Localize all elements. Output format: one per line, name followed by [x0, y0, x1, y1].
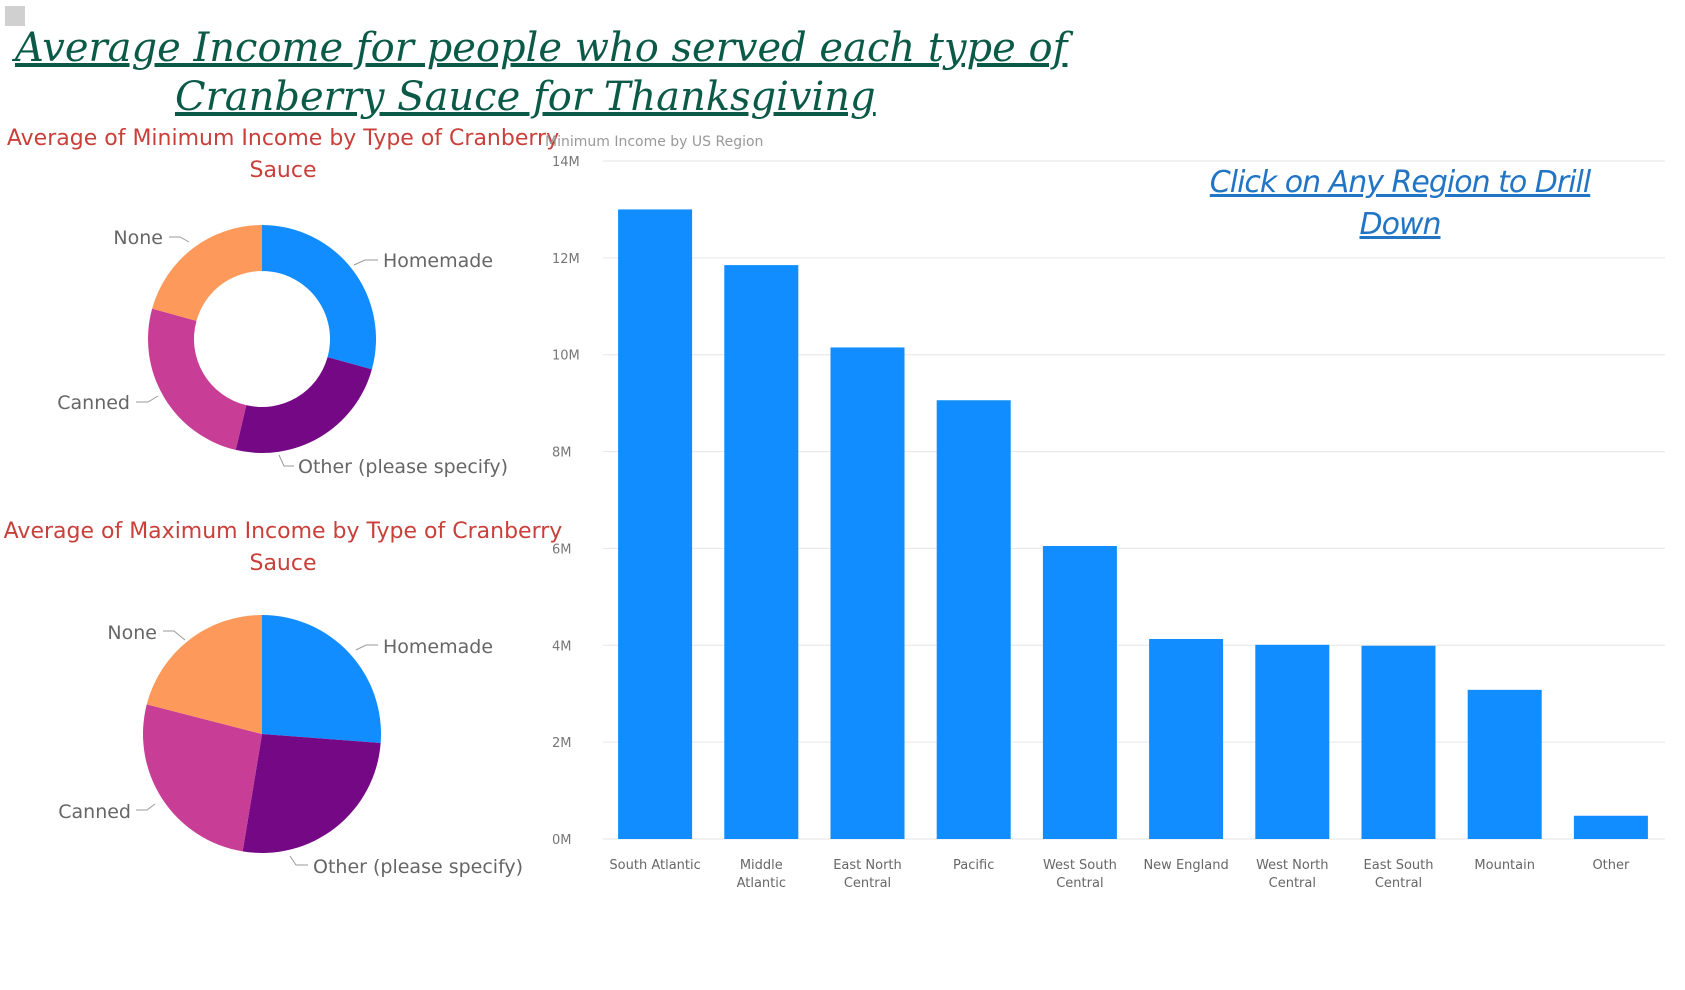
pie-slice-canned[interactable] — [143, 704, 262, 852]
pie-label-homemade: Homemade — [383, 636, 493, 658]
pie-slice-other-please-specify[interactable] — [235, 357, 372, 453]
y-tick-label: 4M — [552, 639, 572, 654]
pie-slice-canned[interactable] — [148, 308, 247, 450]
x-tick-label: New England — [1143, 858, 1228, 873]
leader-line-none — [169, 236, 190, 243]
bar-pacific[interactable] — [936, 400, 1011, 839]
x-tick-label: East North — [833, 858, 902, 873]
bar-south-atlantic[interactable] — [618, 209, 693, 839]
bar-west-north-central[interactable] — [1255, 644, 1330, 839]
max-income-chart-title-line-1: Average of Maximum Income by Type of Cra… — [3, 519, 563, 544]
pie-slice-homemade[interactable] — [262, 225, 377, 370]
y-tick-label: 0M — [552, 833, 572, 848]
x-tick-label: Central — [1375, 876, 1422, 891]
x-tick-label: Middle — [740, 858, 783, 873]
bar-east-south-central[interactable] — [1361, 645, 1436, 839]
max-income-pie-chart[interactable]: Homemade Other (please specify) Canned None — [0, 590, 566, 910]
bar-east-north-central[interactable] — [830, 347, 905, 839]
pie-label-other-please-specify: Other (please specify) — [298, 456, 508, 478]
leader-line-other-please-specify — [278, 454, 294, 467]
bar-west-south-central[interactable] — [1042, 546, 1117, 839]
bar-new-england[interactable] — [1149, 638, 1224, 839]
min-income-chart-title: Average of Minimum Income by Type of Cra… — [0, 123, 566, 187]
drill-down-link-line-1[interactable]: Click on Any Region to Drill — [1209, 165, 1591, 200]
min-income-chart-title-line-1: Average of Minimum Income by Type of Cra… — [6, 126, 560, 151]
pie-label-none: None — [113, 227, 163, 249]
y-tick-label: 14M — [552, 155, 580, 170]
max-income-chart-title: Average of Maximum Income by Type of Cra… — [0, 516, 566, 580]
page-title-line-1: Average Income for people who served eac… — [15, 25, 1068, 71]
pie-label-other-please-specify: Other (please specify) — [313, 856, 523, 878]
leader-line-other-please-specify — [289, 855, 308, 866]
x-tick-label: West North — [1256, 858, 1328, 873]
leader-line-canned — [136, 395, 159, 403]
bar-mountain[interactable] — [1467, 689, 1542, 839]
x-tick-label: Central — [1056, 876, 1103, 891]
min-income-donut-chart[interactable]: Homemade Other (please specify) Canned None — [0, 200, 566, 500]
drill-down-link-line-2[interactable]: Down — [1359, 207, 1441, 242]
leader-line-homemade — [355, 644, 378, 651]
leader-line-none — [163, 630, 186, 641]
y-tick-label: 8M — [552, 446, 572, 461]
page-title-line-2: Cranberry Sauce for Thanksgiving — [175, 74, 876, 120]
x-tick-label: East South — [1364, 858, 1434, 873]
pie-slice-none[interactable] — [152, 225, 262, 321]
drill-down-link[interactable]: Click on Any Region to Drill Down — [1170, 162, 1630, 246]
min-income-by-region-bar-chart[interactable]: Minimum Income by US Region 0M 2M 4M 6M 8M 10M… — [545, 130, 1685, 990]
max-income-chart-title-line-2: Sauce — [249, 551, 317, 576]
x-tick-label: Central — [1269, 876, 1316, 891]
visual-placeholder-icon — [5, 6, 25, 26]
leader-line-canned — [136, 803, 156, 811]
pie-label-canned: Canned — [57, 392, 130, 414]
pie-slice-homemade[interactable] — [262, 615, 381, 743]
x-tick-label: Atlantic — [737, 876, 786, 891]
pie-label-canned: Canned — [58, 801, 131, 823]
y-tick-label: 12M — [552, 252, 580, 267]
x-tick-label: Other — [1592, 858, 1630, 873]
bar-chart-title: Minimum Income by US Region — [545, 134, 763, 150]
x-tick-label: West South — [1043, 858, 1117, 873]
x-tick-label: Mountain — [1474, 858, 1535, 873]
x-tick-label: Pacific — [953, 858, 994, 873]
pie-slice-none[interactable] — [146, 615, 262, 734]
pie-label-none: None — [107, 622, 157, 644]
min-income-chart-title-line-2: Sauce — [249, 158, 317, 183]
pie-label-homemade: Homemade — [383, 250, 493, 272]
y-tick-label: 2M — [552, 736, 572, 751]
y-tick-label: 10M — [552, 349, 580, 364]
x-tick-label: South Atlantic — [609, 858, 700, 873]
leader-line-homemade — [353, 259, 378, 266]
x-tick-label: Central — [844, 876, 891, 891]
y-tick-label: 6M — [552, 542, 572, 557]
bar-middle-atlantic[interactable] — [724, 265, 799, 839]
pie-slice-other-please-specify[interactable] — [242, 734, 381, 853]
bar-other[interactable] — [1573, 815, 1648, 839]
